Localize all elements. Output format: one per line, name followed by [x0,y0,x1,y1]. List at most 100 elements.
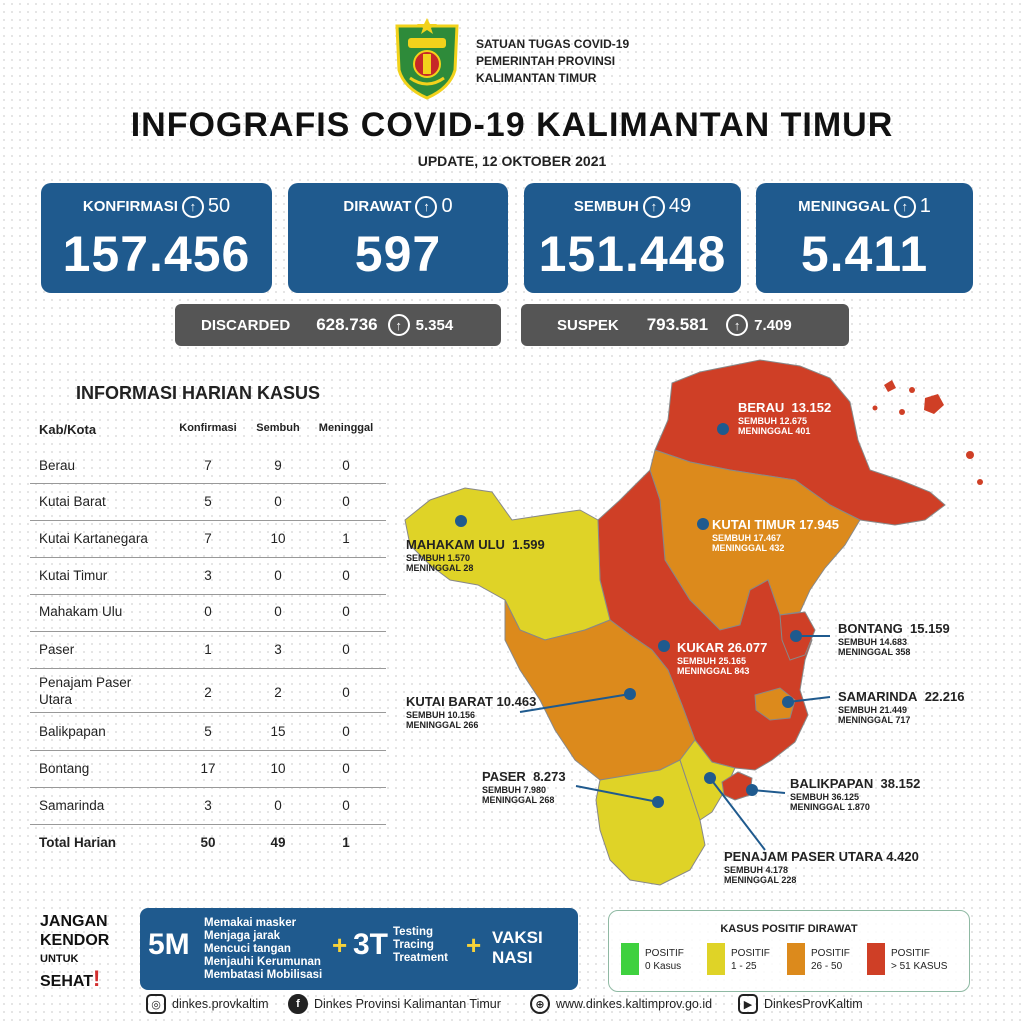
region-sembuh: SEMBUH 17.467 [712,533,782,543]
region-meninggal: MENINGGAL 358 [838,647,911,657]
header-sembuh: Sembuh [256,422,300,434]
region-sembuh: SEMBUH 36.125 [790,792,860,802]
cell-meninggal: 0 [342,724,350,739]
region-total: 10.463 [496,694,537,709]
cell-meninggal: 0 [342,798,350,813]
cell-name: Kutai Kartanegara [39,531,148,546]
legend-item-line2: 1 - 25 [731,961,757,972]
map-label-kutai-barat: KUTAI BARAT 10.463 SEMBUH 10.156 MENINGG… [406,695,536,731]
legend-swatch-orange [787,943,805,975]
legend-item-line1: POSITIF [811,948,850,959]
card-value: 151.448 [538,226,727,282]
cell-konfirmasi: 1 [204,642,212,657]
card-label: KONFIRMASI [82,198,178,215]
table-title: INFORMASI HARIAN KASUS [76,383,321,403]
cell-sembuh: 9 [274,458,282,473]
banner-5m-item: Menjaga jarak [204,930,281,942]
map-label-balikpapan: BALIKPAPAN 38.152 SEMBUH 36.125 MENINGGA… [790,777,920,813]
region-total: 15.159 [910,621,950,636]
banner-5m-item: Membatasi Mobilisasi [204,969,323,981]
pill-increase: 5.354 [415,316,454,334]
cell-meninggal: 1 [342,835,350,850]
region-paser [595,759,706,886]
legend-title: KASUS POSITIF DIRAWAT [720,923,858,935]
region-meninggal: MENINGGAL 843 [677,666,750,676]
banner-3t-list: Testing Tracing Treatment [393,926,448,965]
cell-meninggal: 0 [342,642,350,657]
marker-kutai-barat [624,688,636,700]
region-name: BALIKPAPAN [790,776,874,791]
card-increase: 0 [441,195,453,217]
row-divider [30,483,386,484]
cell-konfirmasi: 5 [204,724,212,739]
marker-kutai-timur [697,518,709,530]
cell-meninggal: 0 [342,685,350,700]
row-divider [30,668,386,669]
row-divider [30,557,386,558]
row-divider [30,712,386,713]
region-meninggal: MENINGGAL 228 [724,875,797,885]
region-name: PENAJAM PASER UTARA [724,849,883,864]
banner-5m-item: Memakai masker [204,917,297,929]
card-value: 597 [354,226,442,282]
cell-konfirmasi: 2 [204,685,212,700]
legend-item-line1: POSITIF [645,948,684,959]
organization-name: SATUAN TUGAS COVID-19 PEMERINTAH PROVINS… [476,36,629,87]
region-meninggal: MENINGGAL 1.870 [790,802,870,812]
social-website[interactable]: ⊕ www.dinkes.kaltimprov.go.id [530,994,712,1014]
header-konfirmasi: Konfirmasi [179,422,237,434]
cell-sembuh: 15 [270,724,286,739]
cell-konfirmasi: 3 [204,568,212,583]
banner-3t: 3T [353,928,389,961]
row-divider [30,750,386,751]
card-sembuh: SEMBUH ↑ 49 151.448 [524,183,741,293]
arrow-up-icon: ↑ [415,195,438,218]
map-label-penajam-paser-utara: PENAJAM PASER UTARA 4.420 SEMBUH 4.178 M… [724,850,919,886]
banner-5m-item: Menjauhi Kerumunan [204,956,321,968]
cell-name: Kutai Timur [39,568,108,583]
cell-sembuh: 2 [274,685,282,700]
island [872,405,878,411]
island [924,394,944,414]
marker-bontang [790,630,802,642]
org-line-3: KALIMANTAN TIMUR [476,71,597,85]
cell-sembuh: 3 [274,642,282,657]
row-divider [30,824,386,825]
region-meninggal: MENINGGAL 268 [482,795,555,805]
region-name: MAHAKAM ULU [406,537,505,552]
region-sembuh: SEMBUH 25.165 [677,656,747,666]
legend-item: POSITIF 0 Kasus [645,947,684,973]
region-sembuh: SEMBUH 1.570 [406,553,471,563]
cell-sembuh: 0 [274,568,282,583]
social-youtube[interactable]: ▶ DinkesProvKaltim [738,994,863,1014]
card-konfirmasi: KONFIRMASI ↑ 50 157.456 [41,183,272,293]
banner-5m-list: Memakai masker Menjaga jarak Mencuci tan… [204,917,322,982]
card-label: DIRAWAT [343,198,412,215]
island [966,451,974,459]
banner-vaksinasi: VAKSI NASI [492,928,543,968]
province-emblem-logo [395,18,459,100]
pill-label: SUSPEK [557,316,619,334]
region-total: 1.599 [512,537,545,552]
row-divider [30,631,386,632]
cell-sembuh: 49 [270,835,286,850]
banner-vaksi-line-2: NASI [492,948,533,967]
region-meninggal: MENINGGAL 432 [712,543,785,553]
region-sembuh: SEMBUH 4.178 [724,865,789,875]
arrow-up-icon: ↑ [893,195,916,218]
social-facebook[interactable]: f Dinkes Provinsi Kalimantan Timur [288,994,501,1014]
social-text: dinkes.provkaltim [172,997,269,1011]
island [909,387,915,393]
legend-item: POSITIF 1 - 25 [731,947,770,973]
region-total: 13.152 [791,400,832,415]
cell-meninggal: 0 [342,761,350,776]
social-instagram[interactable]: ◎ dinkes.provkaltim [146,994,269,1014]
region-samarinda [754,687,796,721]
health-protocol-banner: 5M Memakai masker Menjaga jarak Mencuci … [140,908,578,990]
cell-meninggal: 0 [342,494,350,509]
island [977,479,983,485]
region-name: KUTAI BARAT [406,694,493,709]
cell-konfirmasi: 0 [204,604,212,619]
instagram-icon: ◎ [146,994,166,1014]
